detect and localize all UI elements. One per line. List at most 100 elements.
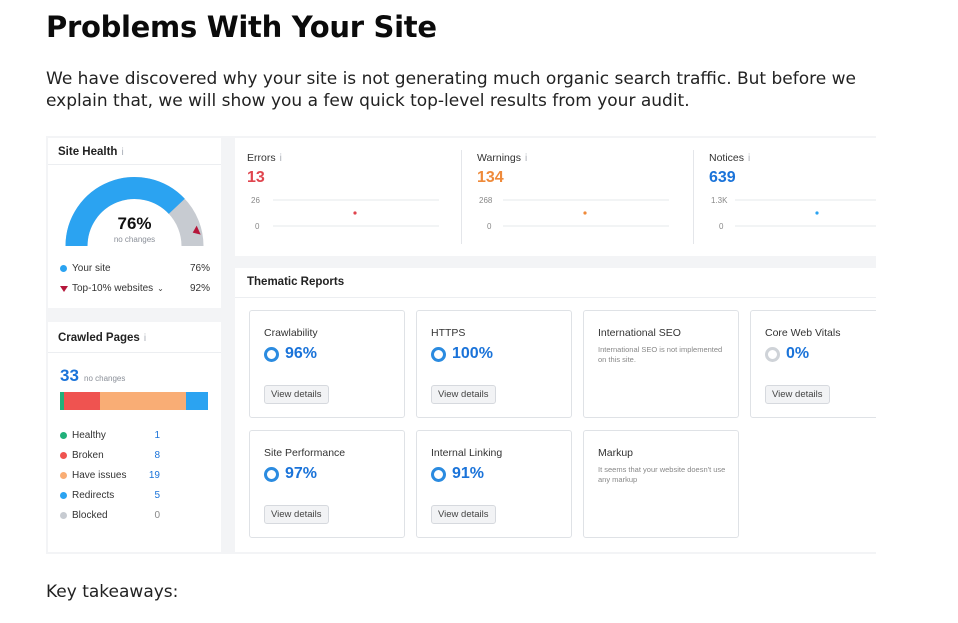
report-note: It seems that your website doesn't use a…: [598, 465, 726, 484]
crawled-row-broken[interactable]: Broken 8: [60, 450, 160, 461]
crawled-pages-card: Crawled Pages i 33 no changes Healthy 1 Bro…: [48, 322, 221, 552]
report-name[interactable]: International SEO: [598, 327, 681, 339]
row-value: 1: [154, 430, 160, 441]
crawled-sub: no changes: [84, 374, 126, 383]
site-health-gauge: [65, 177, 204, 247]
divider: [693, 150, 694, 244]
report-card-core-web-vitals: Core Web Vitals 0% View details: [750, 310, 876, 418]
crawled-row-healthy[interactable]: Healthy 1: [60, 430, 160, 441]
sparkline-point: [353, 211, 357, 215]
key-takeaways: Key takeaways:: [46, 582, 179, 602]
legend-dot: [60, 452, 67, 459]
notices-sparkline: 1.3K 0: [711, 196, 876, 231]
report-score[interactable]: 97%: [264, 465, 317, 483]
legend-dot: [60, 432, 67, 439]
metric-label: Notices i: [709, 152, 751, 164]
metric-value[interactable]: 13: [247, 169, 265, 186]
report-card-site-performance: Site Performance 97% View details: [249, 430, 405, 538]
legend-dot: [60, 472, 67, 479]
report-name[interactable]: Crawlability: [264, 327, 318, 339]
info-icon[interactable]: i: [279, 153, 282, 164]
metric-errors: Errors i 13 26 0: [235, 138, 460, 256]
chevron-down-icon[interactable]: ⌄: [157, 284, 164, 293]
report-name[interactable]: Internal Linking: [431, 447, 503, 459]
site-health-card: Site Health i 76% no changes Your site 76…: [48, 138, 221, 308]
report-score[interactable]: 91%: [431, 465, 484, 483]
intro-paragraph: We have discovered why your site is not …: [46, 69, 856, 111]
report-card-internal-linking: Internal Linking 91% View details: [416, 430, 572, 538]
crawled-row-have-issues[interactable]: Have issues 19: [60, 470, 160, 481]
divider: [48, 164, 221, 165]
errors-sparkline: 26 0: [251, 196, 439, 231]
legend-value: 76%: [189, 263, 210, 274]
metric-value[interactable]: 134: [477, 169, 504, 186]
axis-zero-label: 0: [487, 222, 492, 231]
warnings-sparkline: 268 0: [479, 196, 669, 231]
view-details-button[interactable]: View details: [264, 505, 329, 524]
row-label: Broken: [72, 450, 104, 461]
crawled-pages-title: Crawled Pages i: [58, 332, 147, 344]
row-label: Redirects: [72, 490, 115, 501]
axis-max-label: 268: [479, 196, 493, 205]
metric-value[interactable]: 639: [709, 169, 736, 186]
report-name[interactable]: Markup: [598, 447, 634, 459]
site-health-title: Site Health i: [58, 146, 124, 158]
report-score-value: 100%: [452, 345, 493, 362]
progress-ring-icon: [264, 466, 279, 482]
site-health-value: 76%: [117, 214, 152, 233]
report-card-markup: Markup It seems that your website doesn't…: [583, 430, 739, 538]
view-details-button[interactable]: View details: [431, 505, 496, 524]
report-score[interactable]: 96%: [264, 345, 317, 363]
progress-ring-icon: [431, 466, 446, 482]
issues-metrics-card: Errors i 13 26 0 Warnings i 134 268 0: [235, 138, 876, 256]
axis-max-label: 26: [251, 196, 260, 205]
row-value: 0: [154, 510, 160, 521]
progress-ring-icon: [264, 346, 279, 362]
metric-label: Warnings i: [477, 152, 528, 164]
audit-dashboard: Site Health i 76% no changes Your site 76…: [46, 136, 876, 554]
crawled-row-blocked[interactable]: Blocked 0: [60, 510, 160, 521]
info-icon[interactable]: i: [748, 153, 751, 164]
report-score[interactable]: 0%: [765, 345, 809, 363]
crawled-count[interactable]: 33: [60, 366, 79, 385]
page-title: Problems With Your Site: [46, 10, 437, 44]
thematic-reports-card: Thematic Reports Crawlability 96% View det…: [235, 268, 876, 552]
info-icon[interactable]: i: [143, 333, 147, 344]
report-score[interactable]: 100%: [431, 345, 493, 363]
triangle-down-icon: [60, 285, 68, 292]
report-score-value: 91%: [452, 465, 485, 482]
view-details-button[interactable]: View details: [431, 385, 496, 404]
view-details-button[interactable]: View details: [765, 385, 830, 404]
crawled-row-redirects[interactable]: Redirects 5: [60, 490, 160, 501]
metric-warnings: Warnings i 134 268 0: [465, 138, 690, 256]
row-label: Healthy: [72, 430, 106, 441]
progress-ring-icon: [765, 346, 780, 362]
report-name[interactable]: Core Web Vitals: [765, 327, 841, 339]
report-name[interactable]: HTTPS: [431, 327, 466, 339]
sparkline-point: [583, 211, 587, 215]
row-label: Blocked: [72, 510, 108, 521]
legend-value: 92%: [189, 283, 210, 294]
legend-label: Top-10% websites: [72, 283, 154, 294]
info-icon[interactable]: i: [121, 147, 124, 158]
legend-top-websites[interactable]: Top-10% websites ⌄ 92%: [60, 283, 210, 294]
view-details-button[interactable]: View details: [264, 385, 329, 404]
report-score-value: 0%: [786, 345, 810, 362]
your-site-dot: [60, 265, 67, 272]
bar-segment-healthy: [60, 392, 65, 410]
metric-label: Errors i: [247, 152, 282, 164]
info-icon[interactable]: i: [524, 153, 528, 164]
row-value: 19: [148, 470, 160, 481]
divider: [235, 297, 876, 298]
sparkline-point: [815, 211, 819, 215]
row-label: Have issues: [72, 470, 127, 481]
divider: [48, 352, 221, 353]
metric-notices: Notices i 639 1.3K 0: [697, 138, 876, 256]
site-health-sub: no changes: [113, 235, 156, 244]
legend-dot: [60, 492, 67, 499]
crawled-pages-bar: [60, 392, 208, 410]
legend-your-site: Your site 76%: [60, 263, 210, 274]
report-card-crawlability: Crawlability 96% View details: [249, 310, 405, 418]
report-name[interactable]: Site Performance: [264, 447, 346, 459]
axis-zero-label: 0: [255, 222, 260, 231]
